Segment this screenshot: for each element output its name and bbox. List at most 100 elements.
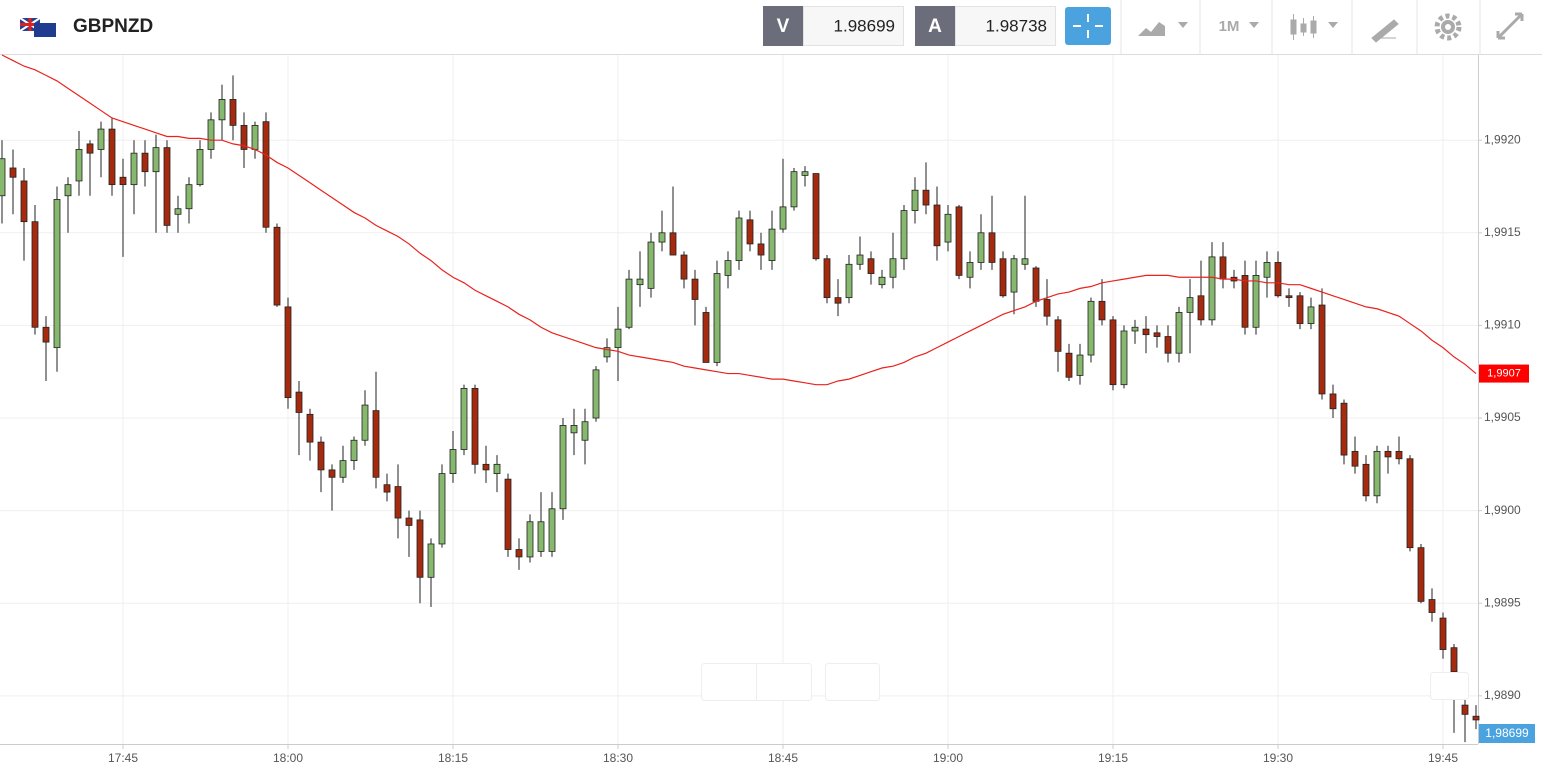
candle-body: [1461, 704, 1469, 715]
candle-body: [812, 173, 820, 260]
candle-body: [526, 521, 534, 558]
candle-body: [922, 189, 930, 206]
candle-body: [1175, 312, 1183, 354]
bid-label: V: [777, 16, 790, 37]
candle-body: [1252, 275, 1260, 328]
candle-body: [1219, 256, 1227, 280]
chart-type-button[interactable]: [1138, 22, 1188, 36]
zoom-controls: [701, 663, 1469, 701]
candle-body: [1098, 300, 1106, 321]
candle-body: [1109, 319, 1117, 386]
candle-body: [1021, 258, 1029, 265]
candle-body: [1450, 647, 1458, 673]
candle-body: [548, 508, 556, 552]
x-tick-label: 18:00: [273, 751, 303, 765]
candle-body: [1417, 547, 1425, 602]
candle-body: [669, 232, 677, 256]
fullscreen-button[interactable]: [1496, 12, 1524, 40]
candle-body: [614, 328, 622, 349]
candle-body: [658, 232, 666, 243]
candle-body: [9, 167, 17, 178]
scroll-button[interactable]: [1430, 672, 1469, 700]
candle-body: [768, 228, 776, 261]
x-tick-label: 18:45: [768, 751, 798, 765]
candle-body: [570, 425, 578, 434]
candle-body: [1142, 328, 1150, 336]
candle-body: [1076, 354, 1084, 376]
candle-body: [823, 258, 831, 299]
reset-button[interactable]: [825, 663, 880, 701]
candle-body: [1395, 450, 1403, 460]
candle-body: [1296, 295, 1304, 324]
candle-body: [1472, 715, 1480, 721]
candle-body: [1131, 326, 1139, 332]
y-tick-label: 1,9890: [1484, 688, 1521, 702]
candle-body: [1032, 267, 1040, 302]
candle-body: [1186, 297, 1194, 313]
candle-body: [1373, 450, 1381, 497]
candle-body: [1241, 275, 1249, 328]
candle-body: [1274, 262, 1282, 297]
candle-body: [757, 243, 765, 256]
candle-button[interactable]: [1290, 14, 1338, 40]
candle-body: [867, 258, 875, 274]
candle-body: [680, 254, 688, 280]
candle-body: [977, 232, 985, 263]
candle-body: [1318, 304, 1326, 395]
y-tick-label: 1,9895: [1484, 595, 1521, 609]
candle-body: [1384, 450, 1392, 458]
candle-body: [295, 391, 303, 413]
candle-body: [471, 387, 479, 465]
candle-body: [779, 206, 787, 230]
ask-button[interactable]: [915, 6, 955, 46]
x-tick-label: 19:15: [1098, 751, 1128, 765]
candle-body: [75, 149, 83, 182]
candle-body: [482, 463, 490, 471]
candle-body: [130, 152, 138, 186]
x-tick-label: 18:30: [603, 751, 633, 765]
candle-body: [1054, 319, 1062, 352]
bid-button[interactable]: [763, 6, 803, 46]
candle-body: [1120, 330, 1128, 386]
candle-body: [1065, 352, 1073, 378]
candle-body: [361, 404, 369, 441]
crosshair-button[interactable]: [1065, 7, 1111, 45]
candle-body: [636, 278, 644, 286]
x-tick-label: 19:00: [933, 751, 963, 765]
x-tick-label: 19:30: [1263, 751, 1293, 765]
candle-body: [691, 278, 699, 300]
candle-body: [944, 213, 952, 243]
candle-body: [240, 124, 248, 150]
candle-body: [438, 473, 446, 545]
settings-button[interactable]: [1434, 13, 1462, 41]
ask-price: 1.98738: [986, 16, 1047, 35]
candle-body: [53, 199, 61, 349]
candle-body: [515, 549, 523, 558]
candle-body: [1285, 295, 1293, 299]
candle-body: [20, 180, 28, 223]
candle-body: [834, 297, 842, 304]
candle-body: [262, 121, 270, 228]
y-tick-label: 1,9920: [1484, 132, 1521, 146]
candle-body: [790, 171, 798, 208]
candle-body: [1153, 332, 1161, 337]
candle-body: [141, 152, 149, 173]
candle-body: [999, 258, 1007, 297]
candle-body: [163, 147, 171, 226]
candle-body: [416, 519, 424, 578]
candle-body: [735, 217, 743, 261]
candle-body: [86, 143, 94, 154]
candle-body: [97, 128, 105, 150]
candle-body: [603, 347, 611, 358]
candle-body: [64, 184, 72, 197]
bid-price: 1.98699: [834, 16, 895, 35]
timeframe[interactable]: 1M: [1219, 18, 1240, 35]
draw-button[interactable]: [1371, 19, 1399, 43]
candle-body: [911, 189, 919, 211]
candle-body: [1329, 393, 1337, 410]
candle-body: [185, 184, 193, 210]
candle-body: [845, 263, 853, 299]
candle-body: [856, 254, 864, 265]
candle-body: [119, 176, 127, 186]
